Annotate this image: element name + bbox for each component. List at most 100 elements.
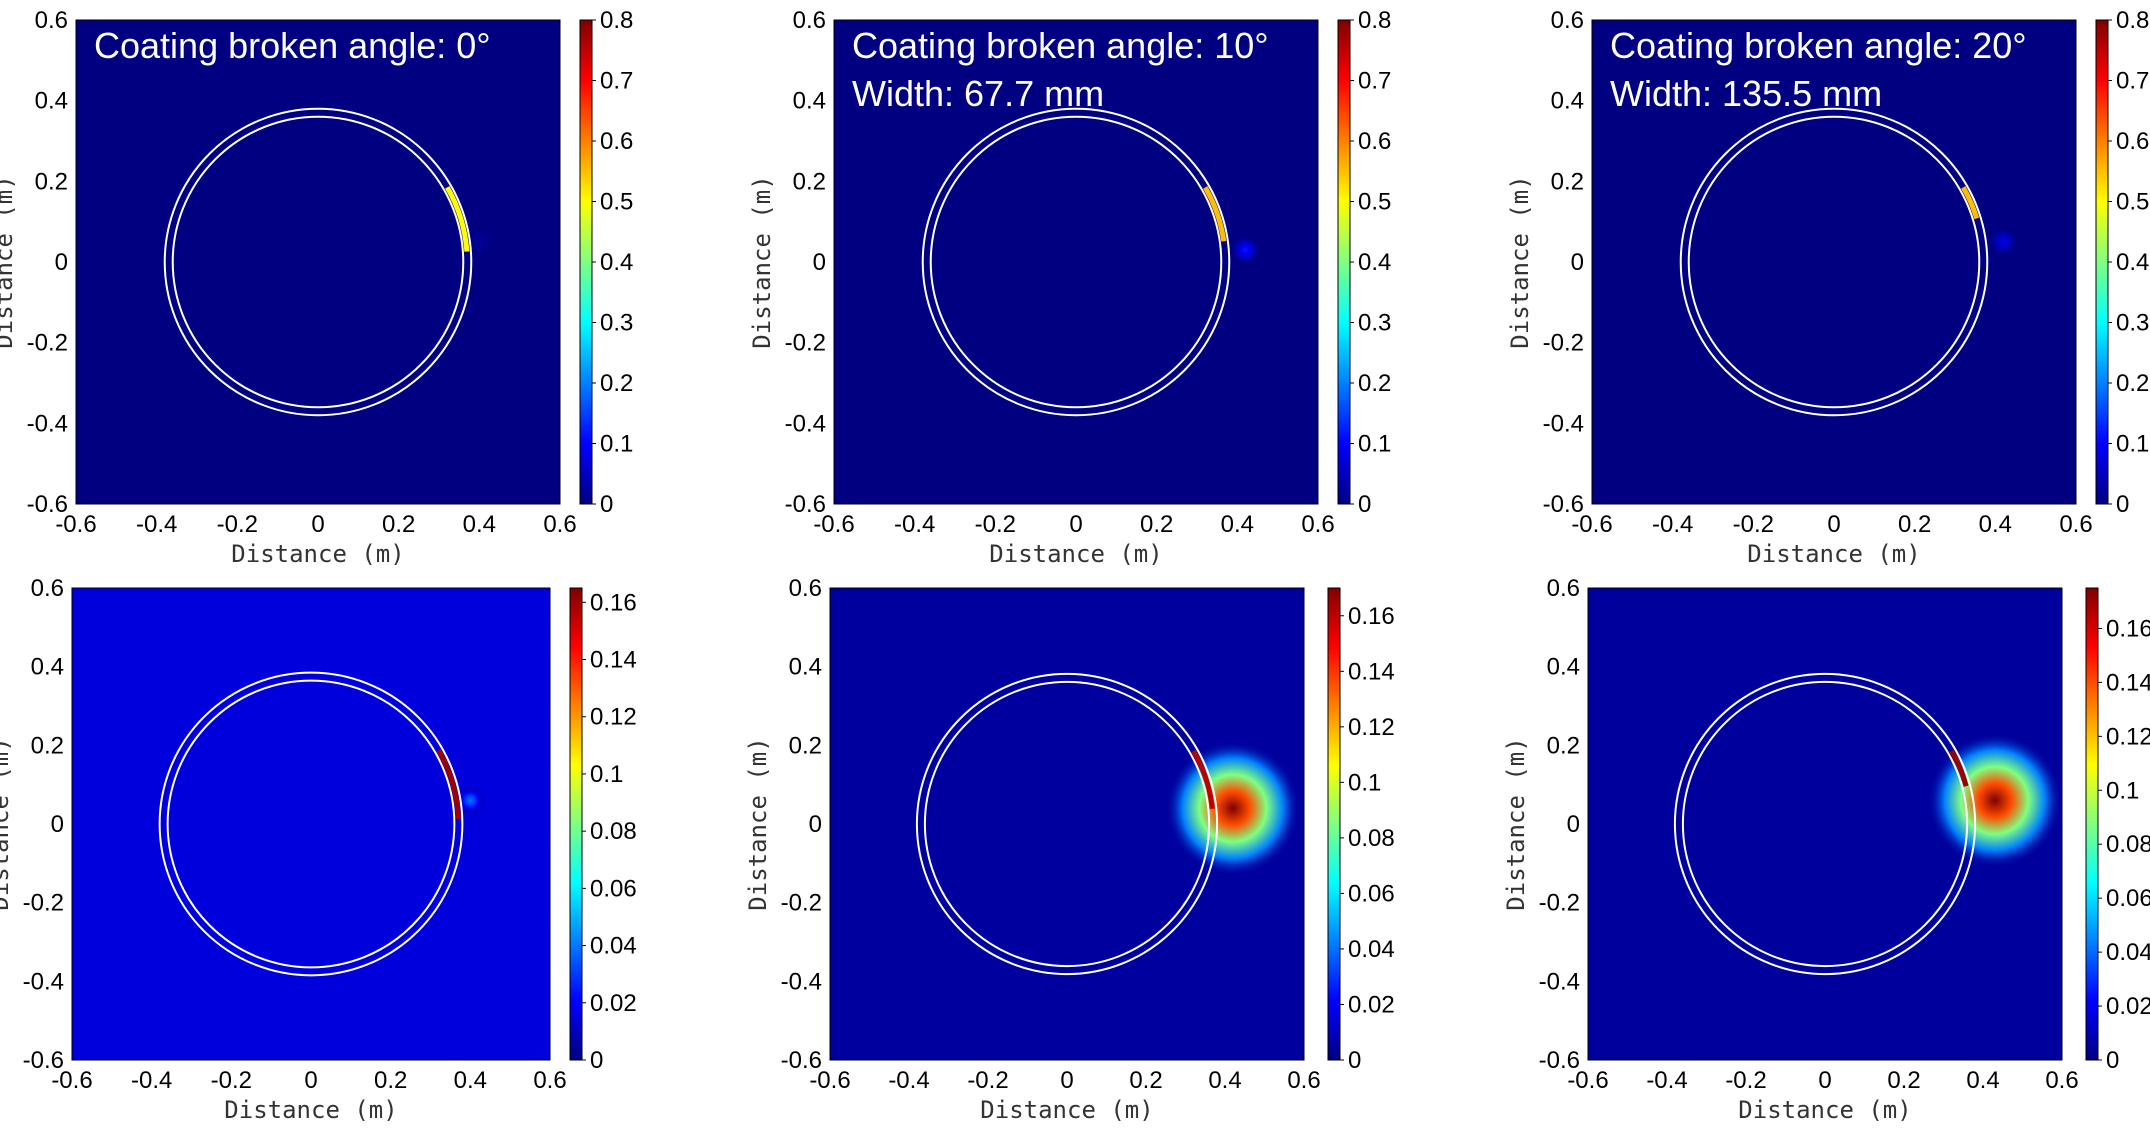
colorbar-tick-label: 0.6 xyxy=(2116,128,2149,155)
x-tick-label: 0.6 xyxy=(2045,1067,2078,1094)
x-tick-label: 0.2 xyxy=(382,511,415,538)
pipe-outer-wall xyxy=(163,107,473,417)
y-tick-label: -0.6 xyxy=(27,491,68,518)
x-axis-label: Distance (m) xyxy=(224,1096,397,1124)
y-tick-label: 0.6 xyxy=(35,7,68,34)
x-tick-label: -0.4 xyxy=(1652,511,1693,538)
pipe-inner-wall xyxy=(171,115,465,409)
colorbar-tick-label: 0.06 xyxy=(590,875,637,902)
x-axis-label: Distance (m) xyxy=(1747,540,1920,568)
colorbar-tick-label: 0.2 xyxy=(600,370,633,397)
y-tick-label: -0.2 xyxy=(23,890,64,917)
x-tick-label: 0.6 xyxy=(533,1067,566,1094)
y-tick-label: -0.6 xyxy=(785,491,826,518)
colorbar-tick-label: 0.3 xyxy=(600,310,633,337)
x-tick-label: 0.4 xyxy=(1221,511,1254,538)
plot-area xyxy=(163,107,496,417)
colorbar-tick-label: 0.5 xyxy=(600,189,633,216)
colorbar-tick-label: 0.8 xyxy=(2116,7,2149,34)
y-tick-label: 0.4 xyxy=(1551,88,1584,115)
colorbar-tick-label: 0.04 xyxy=(590,933,637,960)
colorbar-tick-label: 0.6 xyxy=(600,128,633,155)
pipe-outer-wall xyxy=(1673,672,1977,976)
pipe-outer-wall xyxy=(915,672,1219,976)
colorbar-tick-label: 0.1 xyxy=(590,761,623,788)
colorbar-tick-label: 0.8 xyxy=(1358,7,1391,34)
x-tick-label: -0.2 xyxy=(1733,511,1774,538)
y-tick-label: 0.2 xyxy=(35,168,68,195)
hotspot xyxy=(1989,227,2018,256)
y-axis-label: Distance (m) xyxy=(1506,175,1534,348)
y-tick-label: -0.4 xyxy=(785,410,826,437)
axes-box xyxy=(1591,19,2077,505)
colorbar xyxy=(1327,587,1341,1061)
y-tick-label: 0.2 xyxy=(31,732,64,759)
axes-box xyxy=(71,587,551,1061)
colorbar-tick-label: 0.2 xyxy=(2116,370,2149,397)
colorbar-tick-label: 0.4 xyxy=(2116,249,2149,276)
panel-2: Coating broken angle: 10° Width: 67.7 mm -… xyxy=(748,7,1391,568)
annotation-text: Coating broken angle: 10° xyxy=(852,25,1269,66)
colorbar-tick-label: 0.1 xyxy=(1348,769,1381,796)
heatmap-background xyxy=(834,20,1318,504)
colorbar-tick-label: 0.02 xyxy=(1348,991,1395,1018)
y-tick-label: 0.4 xyxy=(31,654,64,681)
x-axis-label: Distance (m) xyxy=(989,540,1162,568)
y-tick-label: -0.2 xyxy=(1539,890,1580,917)
x-tick-label: 0.4 xyxy=(454,1067,487,1094)
hotspot xyxy=(1231,235,1260,264)
x-tick-label: -0.6 xyxy=(51,1067,92,1094)
colorbar-tick-label: 0.16 xyxy=(2106,615,2150,642)
colorbar-tick-label: 0.02 xyxy=(590,990,637,1017)
y-tick-label: 0.4 xyxy=(35,88,68,115)
y-tick-label: 0.4 xyxy=(789,654,822,681)
colorbar-tick-label: 0 xyxy=(1358,491,1371,518)
heatmap-background xyxy=(72,588,550,1060)
y-axis-label: Distance (m) xyxy=(744,737,772,910)
colorbar xyxy=(569,587,583,1061)
y-tick-label: 0 xyxy=(809,811,822,838)
y-tick-label: -0.6 xyxy=(1539,1047,1580,1074)
colorbar-tick-label: 0.14 xyxy=(590,647,637,674)
colorbar-tick-label: 0.4 xyxy=(600,249,633,276)
colorbar-tick-label: 0.3 xyxy=(2116,310,2149,337)
colorbar xyxy=(579,19,593,505)
axes-box xyxy=(833,19,1319,505)
x-tick-label: -0.6 xyxy=(1567,1067,1608,1094)
y-tick-label: 0.6 xyxy=(793,7,826,34)
x-tick-label: -0.4 xyxy=(888,1067,929,1094)
colorbar-tick-label: 0 xyxy=(590,1047,603,1074)
y-axis-label: Distance (m) xyxy=(0,737,14,910)
y-tick-label: -0.4 xyxy=(23,968,64,995)
axes-box xyxy=(829,587,1305,1061)
plot-area xyxy=(921,107,1260,417)
annotation-text: Width: 67.7 mm xyxy=(852,73,1104,114)
y-tick-label: 0.6 xyxy=(1547,575,1580,602)
colorbar-tick-label: 0 xyxy=(2116,491,2129,518)
pipe-outer-wall xyxy=(1679,107,1989,417)
colorbar-tick-label: 0.04 xyxy=(1348,936,1395,963)
x-tick-label: 0 xyxy=(1069,511,1082,538)
colorbar-tick-label: 0.2 xyxy=(1358,370,1391,397)
colorbar-tick-label: 0.1 xyxy=(1358,431,1391,458)
x-tick-label: 0 xyxy=(1060,1067,1073,1094)
defect-arc xyxy=(1191,749,1215,810)
panel-5: -0.6 -0.4 -0.2 0 0.2 0.4 0.6 0.6 0.4 0.2 0 -0.2 -0.4… xyxy=(744,575,1395,1124)
x-tick-label: 0 xyxy=(1818,1067,1831,1094)
colorbar-tick-label: 0.8 xyxy=(600,7,633,34)
defect-arc xyxy=(1203,186,1227,242)
colorbar-tick-label: 0.5 xyxy=(1358,189,1391,216)
colorbar-tick-label: 0.08 xyxy=(1348,825,1395,852)
pipe-outer-wall xyxy=(921,107,1231,417)
y-tick-label: 0 xyxy=(51,811,64,838)
colorbar-tick-label: 0 xyxy=(1348,1047,1361,1074)
y-tick-label: 0 xyxy=(1567,811,1580,838)
panel-1: Coating broken angle: 0° -0.6 -0.4 -0.2 0 0.2… xyxy=(0,7,633,568)
defect-arc xyxy=(436,749,461,819)
x-tick-label: 0.6 xyxy=(543,511,576,538)
x-tick-label: 0.4 xyxy=(1966,1067,1999,1094)
colorbar-tick-label: 0.06 xyxy=(2106,885,2150,912)
y-tick-label: 0.6 xyxy=(789,575,822,602)
x-tick-label: -0.4 xyxy=(136,511,177,538)
x-tick-label: -0.4 xyxy=(131,1067,172,1094)
